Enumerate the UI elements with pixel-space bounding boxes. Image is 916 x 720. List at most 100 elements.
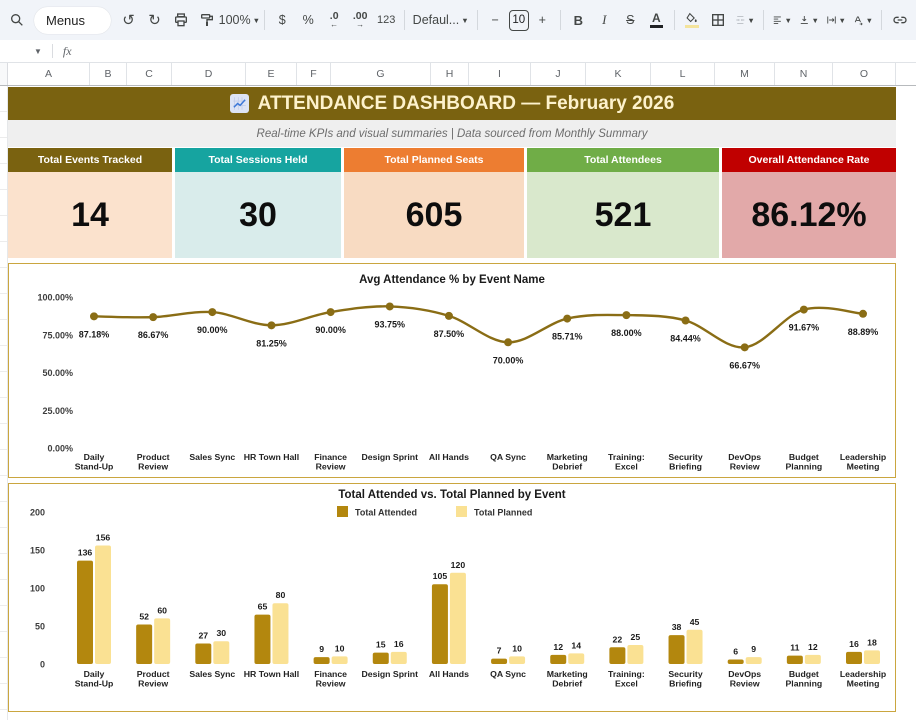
data-label: 60: [157, 605, 167, 615]
y-axis-tick: 150: [30, 546, 45, 556]
font-size-decrease-button[interactable]: −: [483, 7, 508, 33]
text-rotation-button[interactable]: ▼: [850, 7, 876, 33]
currency-format-button[interactable]: $: [270, 7, 295, 33]
column-header-O[interactable]: O: [833, 63, 896, 85]
percent-format-button[interactable]: %: [296, 7, 321, 33]
kpi-card[interactable]: Total Sessions Held30: [175, 148, 341, 258]
style-select[interactable]: Defaul...▼: [410, 7, 472, 33]
x-axis-label: Review: [730, 679, 760, 689]
y-axis-tick: 50.00%: [42, 368, 73, 378]
y-axis-tick: 200: [30, 508, 45, 518]
column-header-A[interactable]: A: [8, 63, 90, 85]
column-header-G[interactable]: G: [331, 63, 431, 85]
x-axis-label: Sales Sync: [189, 452, 235, 462]
bar-planned: [864, 650, 880, 664]
line-chart-box[interactable]: Avg Attendance % by Event Name100.00%75.…: [8, 263, 896, 478]
italic-button[interactable]: I: [592, 7, 617, 33]
data-label: 6: [733, 646, 738, 656]
x-axis-label: Excel: [615, 679, 638, 689]
font-size-increase-button[interactable]: +: [530, 7, 555, 33]
data-label: 16: [849, 639, 859, 649]
kpi-card-value: 605: [344, 172, 524, 258]
column-header-B[interactable]: B: [90, 63, 127, 85]
x-axis-label: Review: [316, 462, 346, 472]
column-header-H[interactable]: H: [431, 63, 469, 85]
data-label: 65: [258, 602, 268, 612]
text-wrap-button[interactable]: ▼: [823, 7, 849, 33]
data-label: 30: [216, 628, 226, 638]
font-size-input[interactable]: 10: [509, 10, 529, 31]
bar-chart-box[interactable]: Total Attended vs. Total Planned by Even…: [8, 483, 896, 712]
zoom-select[interactable]: 100%▼: [220, 7, 259, 33]
bar-attended: [728, 659, 744, 664]
grid-corner[interactable]: [0, 63, 8, 85]
column-header-J[interactable]: J: [531, 63, 586, 85]
column-header-E[interactable]: E: [246, 63, 297, 85]
kpi-card[interactable]: Overall Attendance Rate86.12%: [722, 148, 896, 258]
fill-color-button[interactable]: [680, 7, 705, 33]
formula-input[interactable]: [72, 40, 916, 62]
x-axis-label: Product: [137, 669, 170, 679]
toolbar-divider: [404, 10, 405, 30]
merge-cells-button: ▼: [732, 7, 758, 33]
data-label: 90.00%: [315, 325, 346, 335]
insert-link-button[interactable]: [887, 7, 912, 33]
data-point: [622, 311, 630, 319]
menus-button[interactable]: Menus: [34, 7, 111, 34]
header-end-stub: [896, 63, 916, 85]
data-point: [504, 338, 512, 346]
data-label: 85.71%: [552, 332, 583, 342]
data-label: 18: [867, 637, 877, 647]
column-header-C[interactable]: C: [127, 63, 172, 85]
x-axis-label: QA Sync: [490, 669, 526, 679]
menus-label: Menus: [46, 13, 85, 28]
y-axis-tick: 100.00%: [37, 293, 73, 303]
undo-button[interactable]: ↺: [116, 7, 141, 33]
column-header-K[interactable]: K: [586, 63, 651, 85]
kpi-card[interactable]: Total Events Tracked14: [8, 148, 172, 258]
bar-attended: [550, 655, 566, 664]
name-box[interactable]: [0, 40, 34, 62]
dashboard-subtitle-bar[interactable]: Real-time KPIs and visual summaries | Da…: [8, 120, 896, 147]
column-header-L[interactable]: L: [651, 63, 715, 85]
bar-planned: [746, 657, 762, 664]
kpi-card-header: Total Sessions Held: [175, 148, 341, 172]
data-label: 16: [394, 639, 404, 649]
name-box-chevron-icon[interactable]: ▼: [34, 47, 42, 56]
redo-button[interactable]: ↻: [142, 7, 167, 33]
data-point: [741, 343, 749, 351]
kpi-card[interactable]: Total Attendees521: [527, 148, 719, 258]
decrease-decimal-button[interactable]: .0←: [322, 7, 347, 33]
increase-decimal-button[interactable]: .00→: [348, 7, 373, 33]
x-axis-label: Debrief: [552, 462, 582, 472]
kpi-card-value: 521: [527, 172, 719, 258]
column-header-D[interactable]: D: [172, 63, 246, 85]
kpi-card-value: 30: [175, 172, 341, 258]
data-label: 38: [672, 622, 682, 632]
column-header-I[interactable]: I: [469, 63, 531, 85]
data-label: 86.67%: [138, 330, 169, 340]
x-axis-label: Security: [668, 669, 702, 679]
paint-format-button[interactable]: [194, 7, 219, 33]
kpi-card[interactable]: Total Planned Seats605: [344, 148, 524, 258]
data-label: 22: [613, 634, 623, 644]
number-format-button[interactable]: 123: [374, 7, 399, 33]
search-icon[interactable]: [4, 7, 29, 33]
dashboard-title-bar[interactable]: ATTENDANCE DASHBOARD — February 2026: [8, 87, 896, 120]
x-axis-label: Security: [668, 452, 702, 462]
print-button[interactable]: [168, 7, 193, 33]
strikethrough-button[interactable]: S: [618, 7, 643, 33]
bar-planned: [687, 630, 703, 664]
text-color-button[interactable]: A: [644, 7, 669, 33]
column-header-F[interactable]: F: [297, 63, 331, 85]
bold-button[interactable]: B: [566, 7, 591, 33]
x-axis-label: HR Town Hall: [244, 669, 299, 679]
vertical-align-button[interactable]: ▼: [796, 7, 822, 33]
horizontal-align-button[interactable]: ▼: [769, 7, 795, 33]
borders-button[interactable]: [706, 7, 731, 33]
kpi-cards: Total Events Tracked14Total Sessions Hel…: [8, 148, 896, 258]
column-header-M[interactable]: M: [715, 63, 775, 85]
x-axis-label: Product: [137, 452, 170, 462]
bar-attended: [314, 657, 330, 664]
column-header-N[interactable]: N: [775, 63, 833, 85]
